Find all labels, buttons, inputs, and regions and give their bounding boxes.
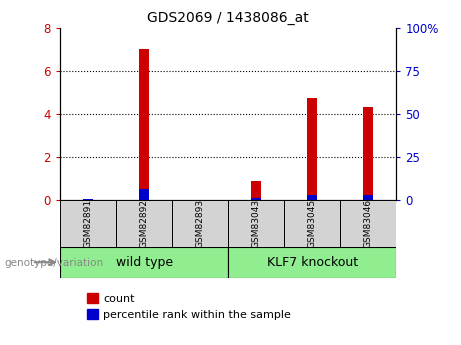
Bar	[83, 199, 93, 200]
Text: GSM82893: GSM82893	[195, 199, 205, 248]
Title: GDS2069 / 1438086_at: GDS2069 / 1438086_at	[148, 11, 309, 25]
Text: genotype/variation: genotype/variation	[5, 258, 104, 268]
Legend: count, percentile rank within the sample: count, percentile rank within the sample	[83, 288, 296, 324]
Bar	[307, 98, 317, 200]
Text: GSM83046: GSM83046	[364, 199, 373, 248]
Bar	[363, 195, 373, 200]
Bar	[363, 107, 373, 200]
Text: GSM83043: GSM83043	[252, 199, 261, 248]
Text: KLF7 knockout: KLF7 knockout	[267, 256, 358, 269]
Bar	[307, 195, 317, 200]
FancyBboxPatch shape	[228, 200, 284, 247]
Text: GSM82892: GSM82892	[140, 199, 148, 248]
FancyBboxPatch shape	[228, 247, 396, 278]
Bar	[139, 189, 149, 200]
FancyBboxPatch shape	[172, 200, 228, 247]
FancyBboxPatch shape	[340, 200, 396, 247]
Bar	[251, 198, 261, 200]
FancyBboxPatch shape	[60, 200, 116, 247]
Bar	[195, 199, 205, 200]
Text: GSM83045: GSM83045	[308, 199, 317, 248]
Text: wild type: wild type	[116, 256, 172, 269]
FancyBboxPatch shape	[116, 200, 172, 247]
FancyBboxPatch shape	[284, 200, 340, 247]
Text: GSM82891: GSM82891	[83, 199, 93, 248]
Bar	[251, 181, 261, 200]
FancyBboxPatch shape	[60, 247, 228, 278]
Bar	[139, 49, 149, 200]
